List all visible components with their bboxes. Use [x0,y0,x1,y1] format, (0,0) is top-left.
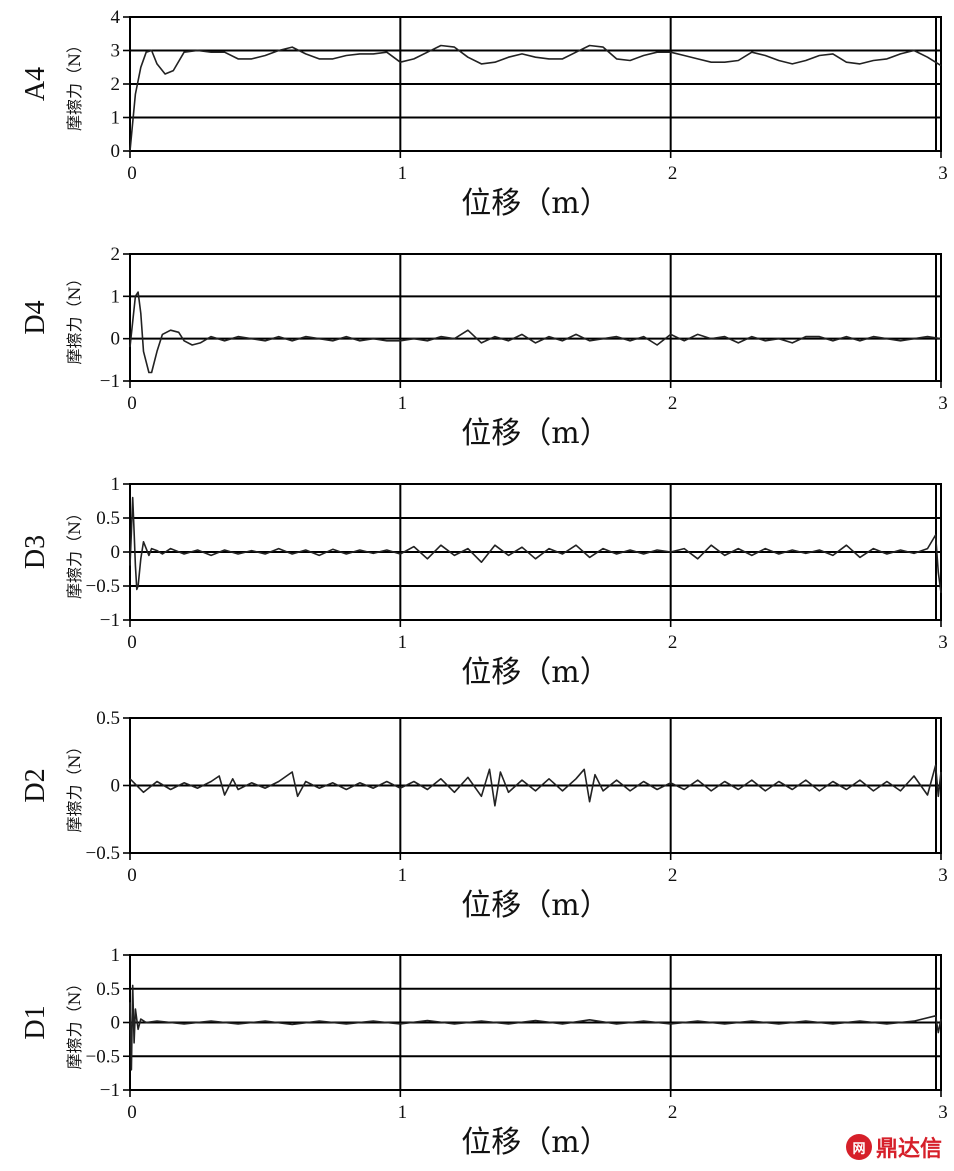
panel-name: A4 [20,67,51,101]
y-tick-label: 0 [111,329,121,350]
x-tick-label: 3 [938,632,948,653]
x-tick-label: 0 [127,632,137,653]
y-tick-label: 0 [111,1013,121,1034]
y-tick-label: 2 [111,74,121,95]
x-axis-label: 位移（m） [461,655,609,690]
watermark-logo: 网 鼎达信 [845,1131,942,1163]
y-tick-label: 1 [111,474,121,495]
x-tick-label: 3 [938,163,948,184]
watermark-text: 鼎达信 [875,1137,942,1162]
series-line-d4 [129,291,942,374]
x-tick-label: 1 [398,393,408,414]
series-line-d2 [129,764,942,807]
y-tick-label: 0.5 [96,508,120,529]
y-axis-label: 摩擦力（N） [65,975,84,1069]
y-tick-label: −1 [100,371,120,392]
x-tick-label: 2 [668,865,678,886]
panel-name: D1 [20,1005,51,1039]
panel-name: D2 [20,768,51,802]
y-axis-label: 摩擦力（N） [65,37,84,131]
x-tick-label: 0 [127,393,137,414]
y-tick-label: 0.5 [96,708,120,729]
y-tick-label: −0.5 [86,1046,120,1067]
x-tick-label: 1 [398,865,408,886]
y-tick-label: 2 [111,244,121,265]
watermark-seal-icon: 网 [845,1134,872,1160]
y-tick-label: 1 [111,945,121,966]
x-tick-label: 0 [127,865,137,886]
x-tick-label: 1 [398,1102,408,1123]
plot-frame [129,253,942,382]
x-tick-label: 2 [668,632,678,653]
x-tick-label: 3 [938,865,948,886]
x-axis-label: 位移（m） [461,888,609,923]
x-tick-label: 0 [127,1102,137,1123]
x-axis-label: 位移（m） [461,1125,609,1160]
x-axis-label: 位移（m） [461,186,609,221]
series-line-d1 [129,984,942,1071]
series-line-d3 [129,496,942,593]
y-tick-label: 0 [111,542,121,563]
y-tick-label: 0.5 [96,979,120,1000]
chart-panel-d3: −1 −0.5 0 0.5 1 0 1 2 3 位移（m） 摩擦力（N） D3 [20,474,948,690]
chart-panel-d1: −1 −0.5 0 0.5 1 0 1 2 3 位移（m） 摩擦力（N） D1 [20,945,948,1160]
panel-name: D3 [20,535,51,569]
chart-panel-d4: −1 0 1 2 0 1 2 3 位移（m） 摩擦力（N） D4 [20,244,948,451]
y-axis-label: 摩擦力（N） [65,738,84,832]
chart-panel-d2: −0.5 0 0.5 0 1 2 3 位移（m） 摩擦力（N） D2 [20,708,948,923]
y-tick-label: 0 [111,141,121,162]
x-tick-label: 0 [127,163,137,184]
x-tick-label: 1 [398,163,408,184]
y-axis-label: 摩擦力（N） [65,505,84,599]
y-tick-label: −0.5 [86,576,120,597]
chart-panel-a4: 0 1 2 3 4 0 1 2 3 位移（m） 摩擦力（N） A4 [20,7,948,221]
y-tick-label: 0 [111,776,121,797]
x-tick-label: 2 [668,393,678,414]
y-tick-label: −0.5 [86,843,120,864]
series-line-a4 [129,44,942,152]
x-tick-label: 3 [938,393,948,414]
y-tick-label: 1 [111,286,121,307]
panel-name: D4 [20,300,51,334]
y-tick-label: 4 [111,7,121,28]
y-tick-label: −1 [100,610,120,631]
x-tick-label: 2 [668,1102,678,1123]
y-tick-label: 1 [111,108,121,129]
y-tick-label: −1 [100,1080,120,1101]
y-tick-label: 3 [111,41,121,62]
x-tick-label: 2 [668,163,678,184]
y-axis-label: 摩擦力（N） [65,270,84,364]
x-axis-label: 位移（m） [461,416,609,451]
x-tick-label: 1 [398,632,408,653]
x-tick-label: 3 [938,1102,948,1123]
